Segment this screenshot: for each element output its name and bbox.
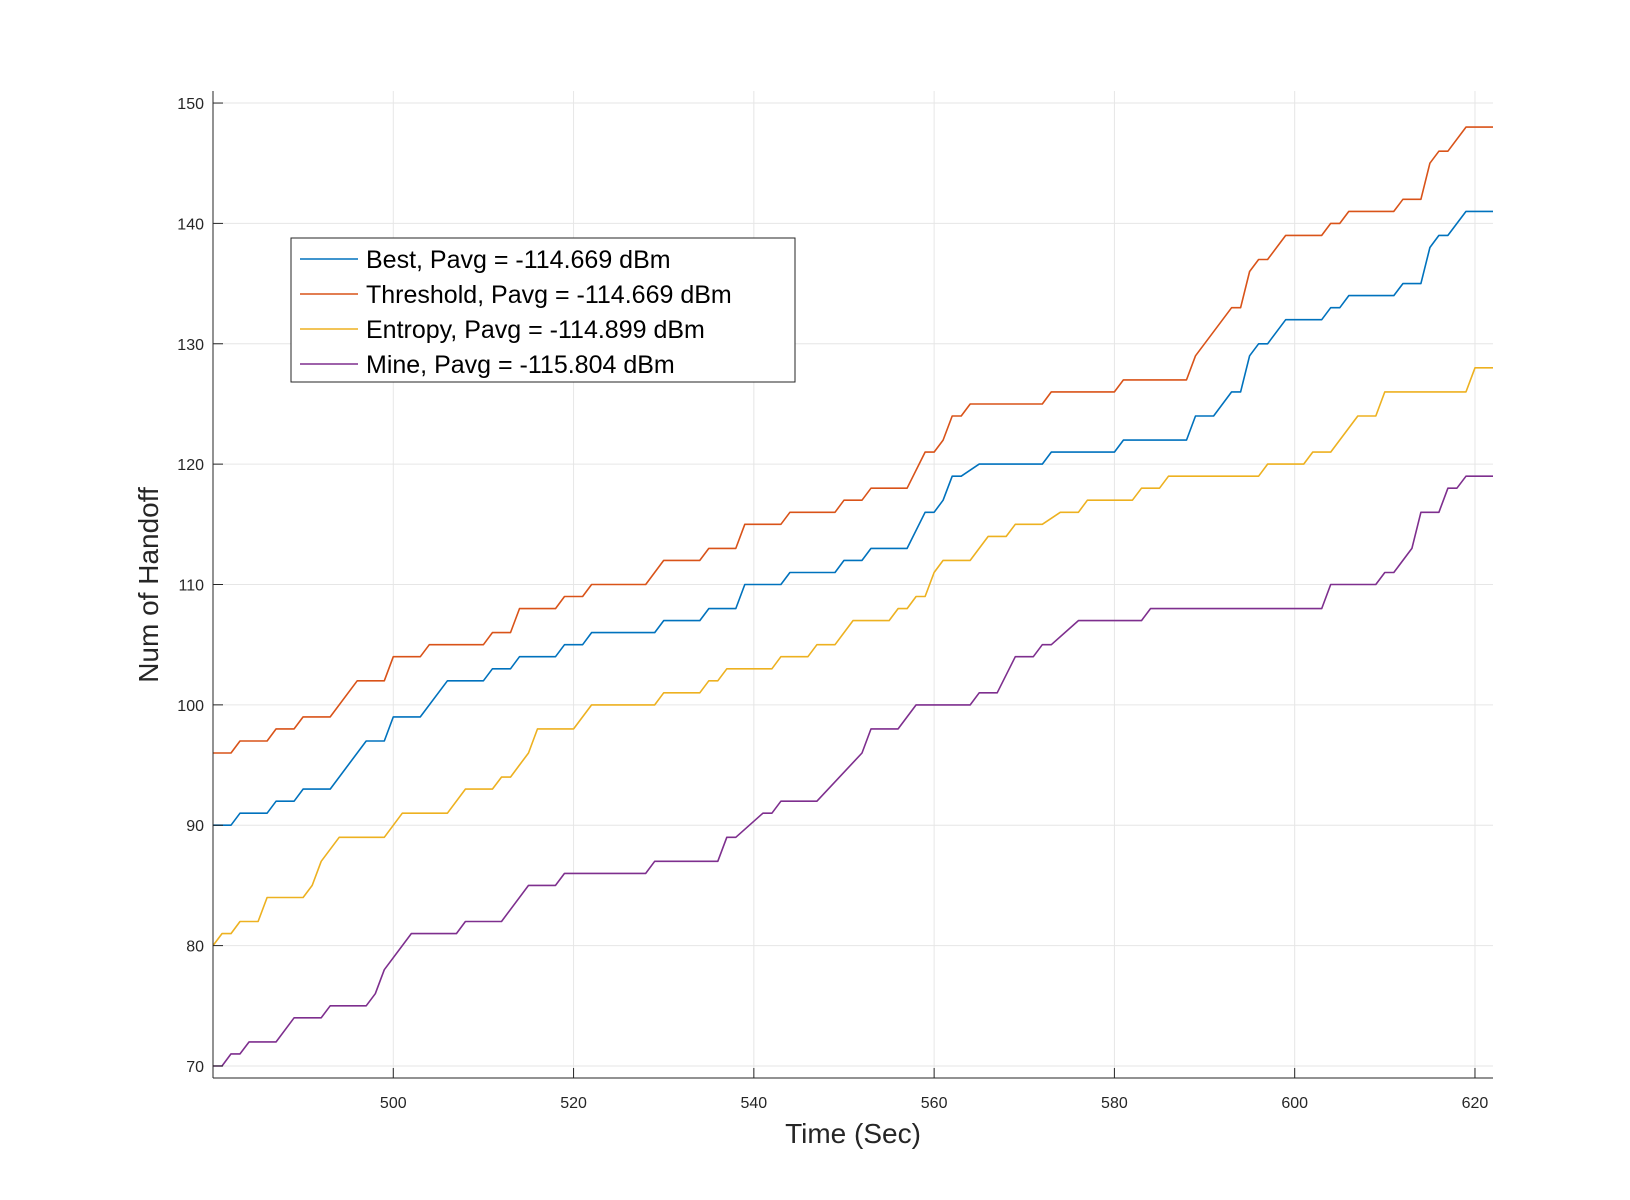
- series-line-0: [213, 210, 1493, 826]
- series-line-2: [212, 367, 1493, 947]
- series-line-1: [213, 126, 1493, 754]
- tick-labels: 500 520 540 560 580 600 620 70 80 90 100 110 120 130 1…: [177, 96, 1488, 1112]
- legend-box: [290, 237, 796, 383]
- x-tick-label: 520: [560, 1095, 587, 1112]
- y-tick-label: 110: [178, 578, 204, 595]
- y-tick-label: 90: [186, 818, 204, 835]
- series-lines: [212, 126, 1493, 1067]
- x-tick-label: 500: [380, 1095, 407, 1112]
- x-tick-label: 620: [1462, 1095, 1489, 1112]
- x-tick-label: 600: [1281, 1095, 1308, 1112]
- y-tick-label: 100: [177, 698, 204, 715]
- x-axis-label: Time (Sec): [785, 1118, 921, 1149]
- x-tick-label: 580: [1101, 1095, 1128, 1112]
- legend-label-threshold: Threshold, Pavg = -114.669 dBm: [366, 281, 732, 309]
- x-tick-label: 560: [921, 1095, 948, 1112]
- y-tick-label: 130: [177, 337, 204, 354]
- y-tick-label: 70: [186, 1059, 204, 1076]
- legend: Best, Pavg = -114.669 dBm Threshold, Pav…: [290, 237, 796, 383]
- legend-label-mine: Mine, Pavg = -115.804 dBm: [366, 351, 675, 379]
- y-tick-label: 150: [177, 96, 204, 113]
- series-line-3: [213, 475, 1493, 1067]
- y-tick-label: 80: [186, 939, 204, 956]
- legend-label-entropy: Entropy, Pavg = -114.899 dBm: [366, 316, 705, 344]
- grid-lines: [213, 91, 1493, 1078]
- axes: [212, 91, 1493, 1079]
- legend-label-best: Best, Pavg = -114.669 dBm: [366, 246, 671, 274]
- y-tick-label: 120: [177, 457, 204, 474]
- y-axis-label: Num of Handoff: [133, 487, 164, 683]
- x-tick-label: 540: [740, 1095, 767, 1112]
- y-tick-label: 140: [177, 216, 204, 233]
